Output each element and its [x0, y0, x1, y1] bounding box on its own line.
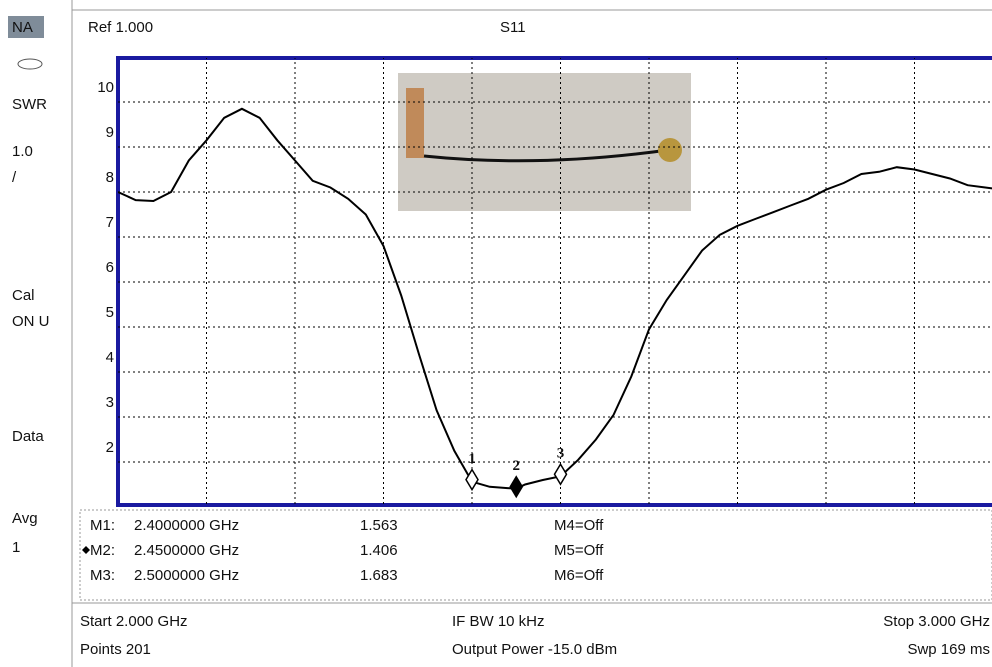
footer-item: IF BW 10 kHz — [452, 613, 545, 630]
footer-item: Output Power -15.0 dBm — [452, 641, 617, 658]
marker-table-cell: M4=Off — [554, 517, 604, 534]
marker-table-cell: M6=Off — [554, 567, 604, 584]
photo-pcb — [406, 88, 424, 158]
y-tick-label: 6 — [106, 259, 114, 276]
antenna-photo — [398, 73, 691, 211]
y-tick-label: 2 — [106, 439, 114, 456]
header-trace: S11 — [500, 19, 526, 36]
photo-cable — [423, 148, 669, 163]
footer-item: Points 201 — [80, 641, 151, 658]
sidebar-item: / — [12, 169, 17, 186]
na-highlight — [8, 16, 44, 38]
marker — [465, 468, 479, 492]
marker-label: 3 — [557, 446, 565, 462]
sidebar-item: NA — [12, 19, 33, 36]
marker-label: 1 — [468, 451, 476, 467]
footer-item: Stop 3.000 GHz — [883, 613, 990, 630]
plot-area — [118, 58, 992, 505]
sweep-icon — [17, 58, 43, 70]
header-ref: Ref 1.000 — [88, 19, 153, 36]
marker-table-cell: 2.4000000 GHz — [134, 517, 239, 534]
marker-table-cell: 1.406 — [360, 542, 398, 559]
y-tick-label: 5 — [106, 304, 114, 321]
y-tick-label: 10 — [97, 79, 114, 96]
active-marker-icon — [82, 546, 90, 554]
y-tick-label: 3 — [106, 394, 114, 411]
marker-table-cell: M2: — [90, 542, 115, 559]
marker-table-cell: 1.683 — [360, 567, 398, 584]
y-tick-label: 7 — [106, 214, 114, 231]
marker-table-cell: M3: — [90, 567, 115, 584]
photo-connector — [658, 138, 682, 162]
y-tick-label: 4 — [106, 349, 114, 366]
marker-table-cell: M1: — [90, 517, 115, 534]
marker-table-cell: 1.563 — [360, 517, 398, 534]
sidebar-item: Avg — [12, 510, 38, 527]
y-tick-label: 9 — [106, 124, 114, 141]
marker — [509, 475, 524, 499]
sidebar-item: ON U — [12, 313, 50, 330]
sidebar-item: Cal — [12, 287, 35, 304]
sidebar-item: Data — [12, 428, 44, 445]
marker-label: 2 — [513, 458, 521, 474]
marker-table-cell: 2.4500000 GHz — [134, 542, 239, 559]
marker-table-cell: M5=Off — [554, 542, 604, 559]
marker-table-frame — [79, 509, 992, 601]
footer-item: Start 2.000 GHz — [80, 613, 188, 630]
marker — [553, 462, 568, 486]
marker-table-cell: 2.5000000 GHz — [134, 567, 239, 584]
footer-item: Swp 169 ms — [907, 641, 990, 658]
sidebar-item: SWR — [12, 96, 47, 113]
sidebar-item: 1 — [12, 539, 20, 556]
sidebar-item: 1.0 — [12, 143, 33, 160]
y-tick-label: 8 — [106, 169, 114, 186]
trace — [118, 107, 992, 490]
